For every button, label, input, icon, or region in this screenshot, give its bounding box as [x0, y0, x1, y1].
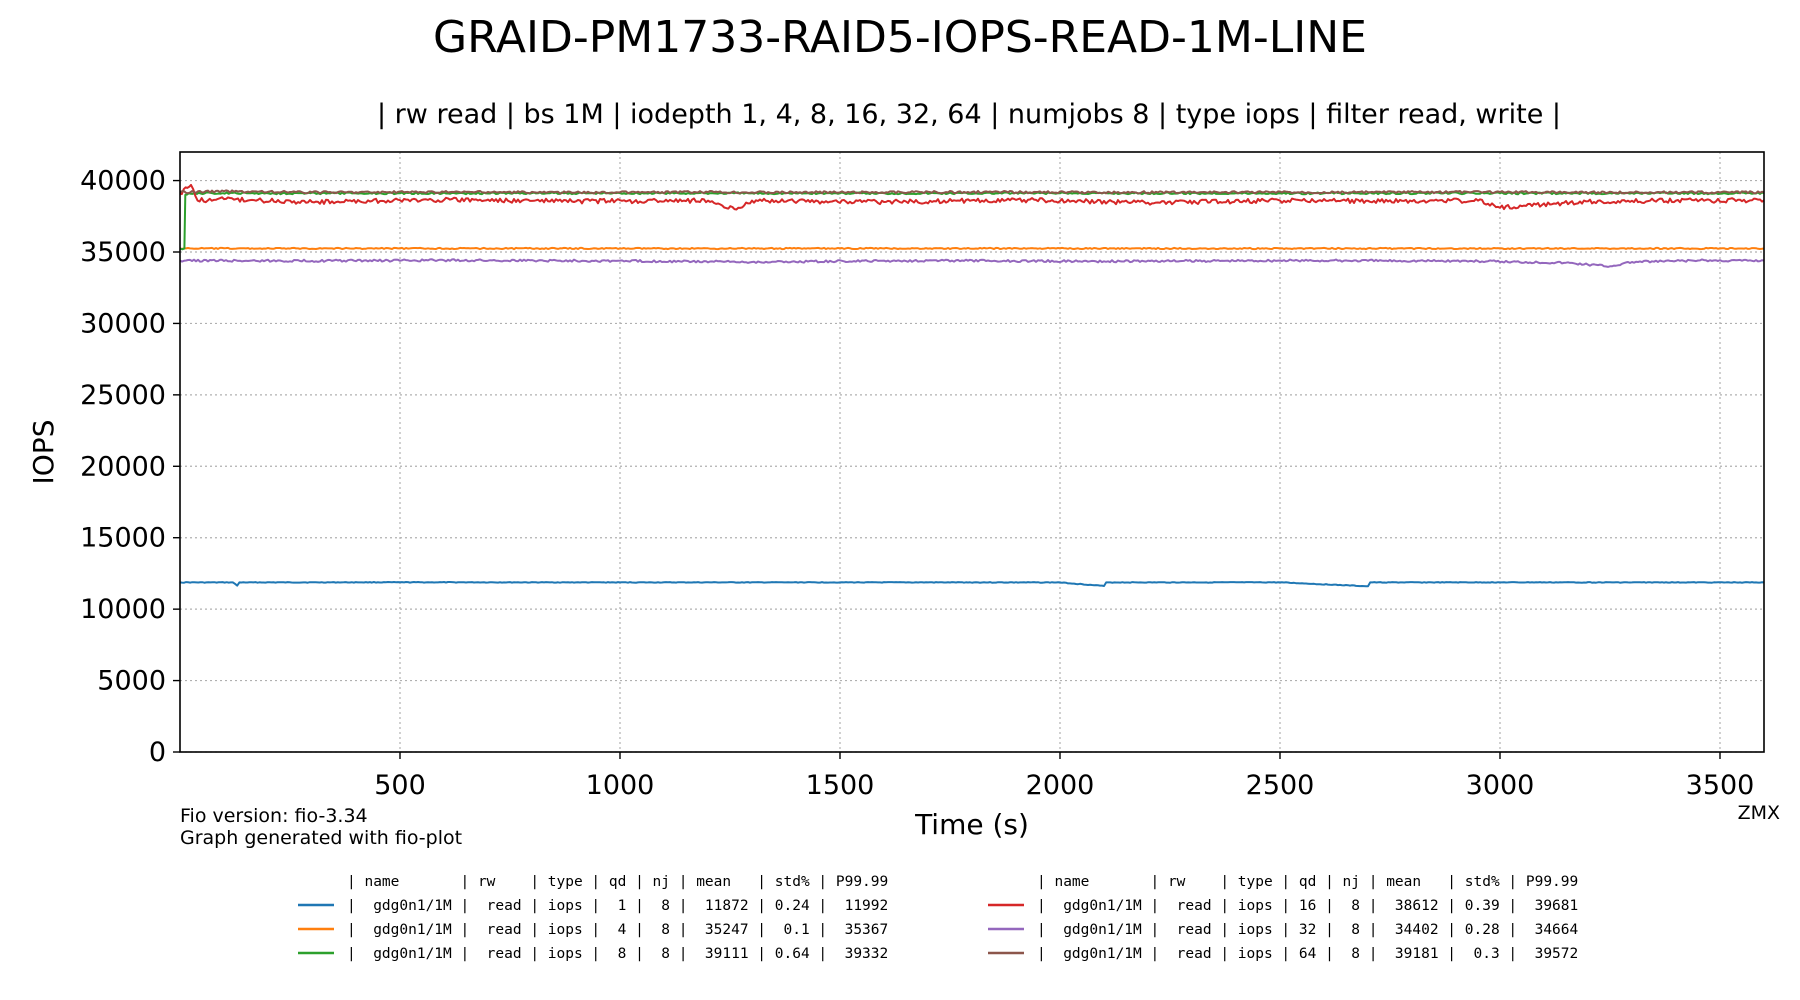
chart-subtitle: | rw read | bs 1M | iodepth 1, 4, 8, 16,…: [377, 99, 1561, 130]
y-tick-label: 20000: [80, 451, 166, 482]
legend-right-header: | name | rw | type | qd | nj | mean | st…: [1037, 874, 1578, 890]
x-tick-label: 2000: [1026, 770, 1095, 801]
y-tick-label: 35000: [80, 237, 166, 268]
legend-row-left-1: | gdg0n1/1M | read | iops | 4 | 8 | 3524…: [347, 922, 888, 938]
legend-row-left-2: | gdg0n1/1M | read | iops | 8 | 8 | 3911…: [347, 946, 888, 962]
plot-frame: [179, 151, 1765, 753]
x-tick-label: 3500: [1686, 770, 1755, 801]
y-tick-label: 25000: [80, 380, 166, 411]
x-tick-label: 1500: [806, 770, 875, 801]
x-tick-label: 1000: [586, 770, 655, 801]
grid: [180, 152, 1764, 753]
series-line-4: [179, 258, 1765, 268]
y-tick-label: 10000: [80, 594, 166, 625]
chart-title: GRAID-PM1733-RAID5-IOPS-READ-1M-LINE: [433, 12, 1367, 63]
series-line-5: [179, 189, 1765, 195]
series-lines: [179, 183, 1765, 588]
x-tick-label: 3000: [1466, 770, 1535, 801]
y-tick-label: 40000: [80, 166, 166, 197]
y-tick-label: 30000: [80, 308, 166, 339]
y-tick-label: 0: [149, 737, 166, 768]
x-tick-label: 2500: [1246, 770, 1315, 801]
y-tick-label: 15000: [80, 523, 166, 554]
series-line-0: [179, 581, 1765, 588]
ticks: 500 1000 1500 2000 2500 3000 35000500010000150…: [80, 166, 1754, 801]
legend-row-left-0: | gdg0n1/1M | read | iops | 1 | 8 | 1187…: [347, 898, 888, 914]
fio-plot-note: Graph generated with fio-plot: [180, 827, 462, 849]
y-axis-label: IOPS: [27, 420, 60, 485]
series-line-1: [179, 246, 1765, 251]
legend-table: | name | rw | type | qd | nj | mean | st…: [298, 874, 1579, 962]
legend-left-header: | name | rw | type | qd | nj | mean | st…: [347, 874, 888, 890]
legend-row-right-2: | gdg0n1/1M | read | iops | 64 | 8 | 391…: [1037, 946, 1578, 962]
series-line-2: [179, 191, 1765, 251]
x-tick-label: 500: [374, 770, 426, 801]
fio-version-note: Fio version: fio-3.34: [180, 805, 368, 827]
series-line-3: [179, 183, 1765, 211]
legend-row-right-0: | gdg0n1/1M | read | iops | 16 | 8 | 386…: [1037, 898, 1578, 914]
x-axis-label: Time (s): [914, 808, 1029, 841]
author-tag: ZMX: [1738, 802, 1780, 824]
y-tick-label: 5000: [97, 666, 166, 697]
legend-row-right-1: | gdg0n1/1M | read | iops | 32 | 8 | 344…: [1037, 922, 1579, 938]
